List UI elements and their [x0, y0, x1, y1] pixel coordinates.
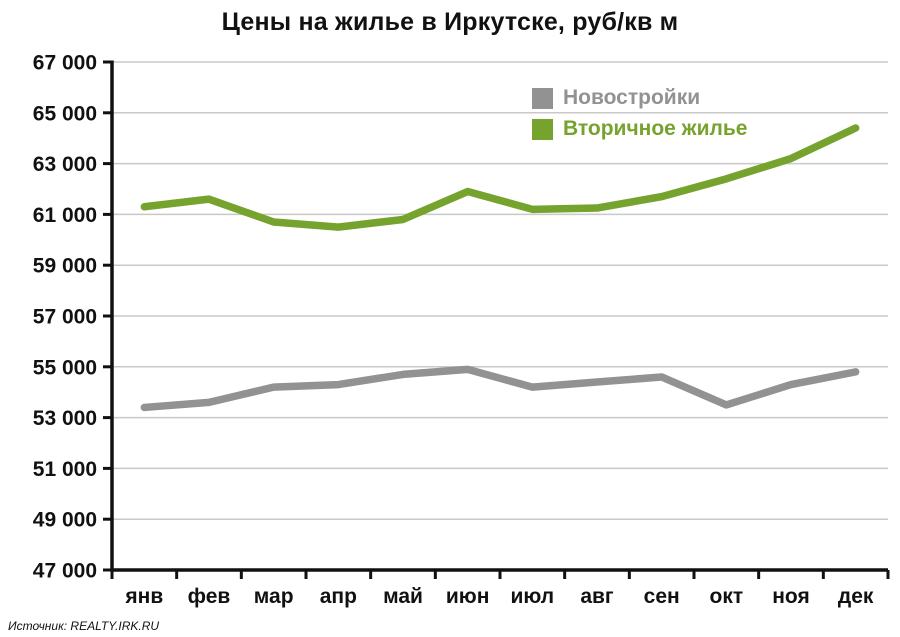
legend-swatch-icon — [532, 118, 553, 140]
svg-text:май: май — [383, 585, 423, 608]
svg-text:фев: фев — [188, 585, 231, 608]
svg-text:окт: окт — [710, 585, 744, 608]
svg-text:65 000: 65 000 — [33, 102, 97, 125]
svg-text:47 000: 47 000 — [33, 560, 97, 583]
svg-text:дек: дек — [838, 585, 874, 608]
legend-item: Новостройки — [532, 86, 747, 110]
svg-text:61 000: 61 000 — [33, 204, 97, 227]
svg-text:апр: апр — [320, 585, 357, 608]
legend-label: Новостройки — [563, 86, 701, 109]
svg-text:июл: июл — [510, 585, 554, 608]
svg-text:ноя: ноя — [772, 585, 810, 608]
chart-legend: Новостройки Вторичное жилье — [532, 86, 747, 141]
legend-swatch-icon — [532, 87, 553, 109]
svg-text:янв: янв — [124, 585, 163, 608]
svg-text:55 000: 55 000 — [33, 356, 97, 379]
svg-text:авг: авг — [580, 585, 614, 608]
svg-text:63 000: 63 000 — [33, 153, 97, 176]
svg-text:67 000: 67 000 — [33, 52, 97, 75]
svg-text:59 000: 59 000 — [33, 255, 97, 278]
svg-text:57 000: 57 000 — [33, 306, 97, 329]
svg-text:51 000: 51 000 — [33, 458, 97, 481]
svg-text:мар: мар — [254, 585, 294, 608]
legend-label: Вторичное жилье — [563, 117, 748, 140]
legend-item: Вторичное жилье — [532, 117, 747, 141]
svg-text:49 000: 49 000 — [33, 509, 97, 532]
source-note: Источник: REALTY.IRK.RU — [8, 619, 160, 633]
svg-text:сен: сен — [644, 585, 680, 608]
svg-text:июн: июн — [446, 585, 490, 608]
chart-title: Цены на жилье в Иркутске, руб/кв м — [221, 8, 679, 36]
svg-text:53 000: 53 000 — [33, 407, 97, 430]
